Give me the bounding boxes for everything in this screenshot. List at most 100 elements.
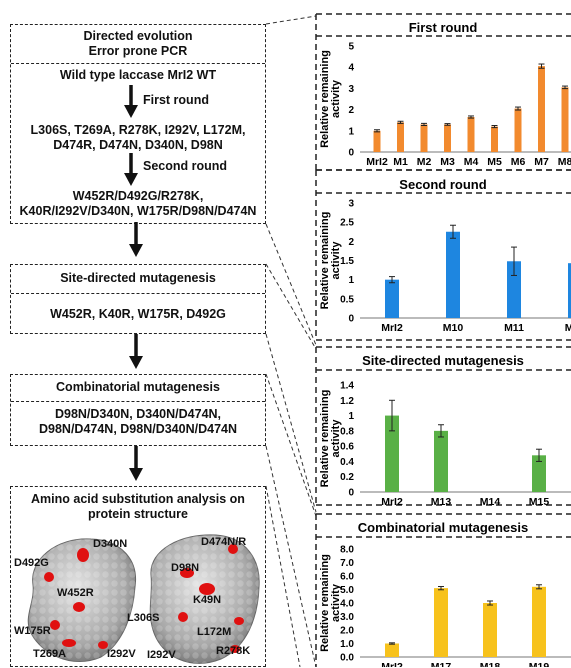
x-tick-label: M11	[504, 322, 524, 334]
structure-title-line1: Amino acid substitution analysis on	[31, 492, 245, 506]
x-tick-label: MrI2	[381, 496, 403, 508]
x-tick-label: M10	[443, 322, 464, 334]
chart-title: Combinatorial mutagenesis	[358, 520, 528, 535]
bar-M15	[532, 455, 546, 492]
x-tick-label: M7	[534, 156, 549, 168]
label-d474nr: D474N/R	[201, 536, 247, 548]
chart-4: Combinatorial mutagenesis Relative remain…	[315, 513, 571, 667]
combinatorial-title: Combinatorial mutagenesis	[56, 380, 220, 394]
label-l306s: L306S	[127, 612, 160, 624]
site-directed-title: Site-directed mutagenesis	[60, 271, 216, 285]
second-round-label: Second round	[143, 159, 228, 173]
bar-M2	[420, 124, 428, 152]
arrow-down-icon	[129, 334, 143, 369]
x-tick-label: M17	[431, 661, 452, 667]
y-tick-label: 5	[348, 42, 354, 53]
y-axis-label: Relative remainingactivity	[319, 554, 342, 652]
bar-M18	[483, 603, 497, 657]
bar-MrI2	[385, 643, 399, 657]
y-tick-label: 5.0	[340, 585, 354, 596]
label-d340n: D340N	[93, 538, 128, 550]
chart-1: First round Relative remainingactivity 0 1 2…	[315, 13, 571, 171]
bar-M13	[434, 430, 448, 492]
bar-M6	[514, 108, 522, 152]
x-tick-label: M3	[440, 156, 455, 168]
x-tick-label: MrI2	[366, 156, 388, 168]
round1-mutants-line2: D474R, D474N, D340N, D98N	[53, 138, 223, 152]
directed-evolution-title: Directed evolution	[83, 29, 193, 43]
arrow-down-icon	[129, 446, 143, 481]
y-tick-label: 2	[348, 237, 354, 248]
y-tick-label: 1.0	[340, 639, 354, 650]
bar-M19	[532, 586, 546, 657]
wild-type-label: Wild type laccase MrI2 WT	[59, 68, 217, 82]
site-directed-mutants: W452R, K40R, W175R, D492G	[50, 307, 226, 321]
x-tick-label: M12	[565, 322, 571, 334]
y-tick-label: 1	[348, 411, 354, 422]
label-w452r: W452R	[57, 587, 94, 599]
y-tick-label: 4.0	[340, 599, 354, 610]
site-directed-box: Site-directed mutagenesis W452R, K40R, W…	[10, 264, 266, 334]
round2-mutants-line1: W452R/D492G/R278K,	[72, 189, 204, 203]
label-k49n: K49N	[193, 594, 222, 606]
structure-analysis-box: Amino acid substitution analysis on prot…	[10, 486, 266, 667]
bar-M7	[538, 66, 545, 152]
bar-M1	[397, 122, 404, 152]
bar-M5	[491, 126, 498, 152]
y-tick-label: 3	[348, 84, 354, 95]
round1-mutants-line1: L306S, T269A, R278K, I292V, L172M,	[30, 123, 246, 137]
combinatorial-box: Combinatorial mutagenesis D98N/D340N, D3…	[10, 374, 266, 446]
label-d98n: D98N	[171, 562, 200, 574]
y-tick-label: 0.6	[340, 442, 354, 453]
chart-title: First round	[409, 20, 478, 35]
y-tick-label: 7.0	[340, 558, 354, 569]
y-tick-label: 1.5	[340, 256, 354, 267]
y-tick-label: 1	[348, 126, 354, 137]
y-tick-label: 0.5	[340, 294, 354, 305]
label-l172m: L172M	[197, 626, 232, 638]
x-tick-label: M14	[480, 496, 501, 508]
y-axis-label: Relative remainingactivity	[319, 390, 342, 488]
bar-M3	[444, 124, 451, 152]
y-tick-label: 2	[348, 105, 354, 116]
y-tick-label: 1	[348, 275, 354, 286]
chart-title: Site-directed mutagenesis	[362, 353, 524, 368]
protein-structure-image	[27, 534, 260, 664]
y-axis-label: Relative remainingactivity	[319, 212, 342, 310]
x-tick-label: M13	[431, 496, 452, 508]
label-r278k: R278K	[216, 645, 251, 657]
round2-mutants-line2: K40R/I292V/D340N, W175R/D98N/D474N	[19, 204, 257, 218]
arrow-down-icon	[124, 153, 138, 186]
bar-M10	[446, 231, 460, 318]
y-tick-label: 0.0	[340, 653, 354, 664]
x-tick-label: M5	[487, 156, 502, 168]
bar-MrI2	[385, 279, 399, 318]
x-tick-label: M2	[417, 156, 432, 168]
y-tick-label: 2.0	[340, 626, 354, 637]
y-tick-label: 0.8	[340, 426, 354, 437]
arrow-down-icon	[124, 85, 138, 118]
x-tick-label: M1	[393, 156, 408, 168]
error-prone-pcr-title: Error prone PCR	[88, 44, 188, 58]
y-tick-label: 0.2	[340, 472, 354, 483]
y-tick-label: 3.0	[340, 612, 354, 623]
chart-2: Second round Relative remainingactivity 0 0…	[315, 169, 571, 341]
y-tick-label: 1.4	[340, 381, 354, 392]
combinatorial-mutants-line1: D98N/D340N, D340N/D474N,	[54, 407, 222, 421]
y-tick-label: 8.0	[340, 545, 354, 556]
bar-M4	[467, 117, 475, 152]
x-tick-label: M15	[529, 496, 550, 508]
y-tick-label: 0	[348, 488, 354, 499]
bar-MrI2	[385, 415, 399, 492]
y-tick-label: 0	[348, 314, 354, 325]
structure-title-line2: protein structure	[87, 507, 188, 521]
bar-MrI2	[373, 130, 381, 152]
label-i292v-left: I292V	[107, 648, 136, 660]
label-i292v-right: I292V	[147, 649, 176, 661]
y-tick-label: 6.0	[340, 572, 354, 583]
arrow-down-icon	[129, 222, 143, 257]
bar-M11	[507, 261, 521, 318]
x-tick-label: M8	[558, 156, 571, 168]
chart-title: Second round	[399, 177, 486, 192]
